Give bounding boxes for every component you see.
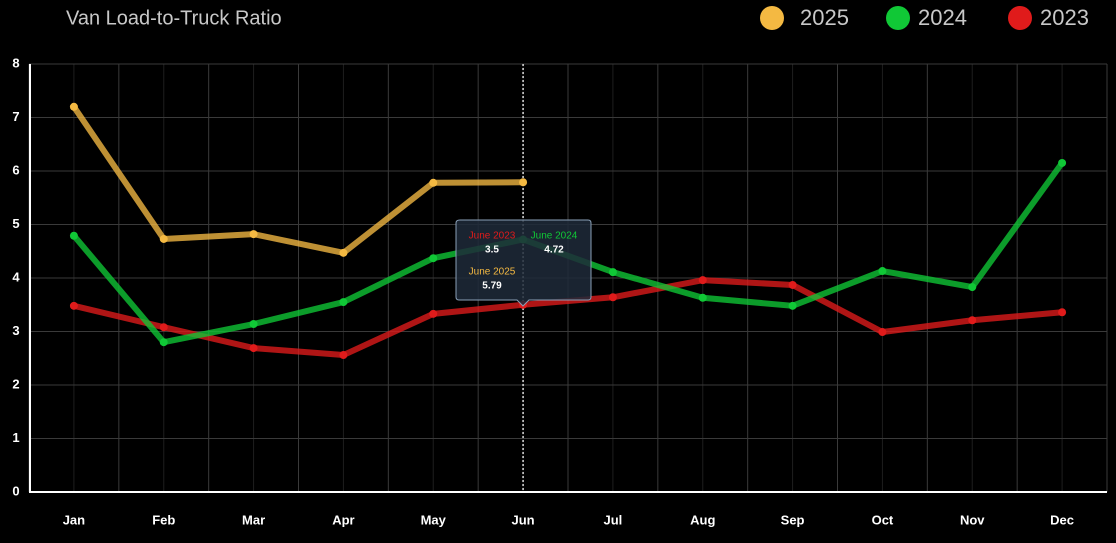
x-tick-label: Aug <box>690 512 715 527</box>
point <box>698 293 707 302</box>
point <box>69 231 78 240</box>
y-tick-label: 5 <box>12 216 19 231</box>
point <box>698 276 707 285</box>
tooltip-value: 3.5 <box>485 245 499 256</box>
x-tick-label: Mar <box>242 512 265 527</box>
x-tick-label: Nov <box>960 512 985 527</box>
y-tick-label: 4 <box>12 269 20 284</box>
point <box>788 301 797 310</box>
point <box>788 280 797 289</box>
x-tick-label: Jan <box>63 512 85 527</box>
point <box>968 316 977 325</box>
point <box>339 248 348 257</box>
point <box>1058 308 1067 317</box>
legend-swatch <box>886 6 910 30</box>
legend-label: 2025 <box>800 5 849 30</box>
series-line <box>71 105 524 256</box>
point <box>1058 158 1067 167</box>
point <box>878 267 887 276</box>
chart-title: Van Load-to-Truck Ratio <box>66 7 282 29</box>
x-tick-label: Jun <box>512 512 535 527</box>
tooltip-label: June 2025 <box>469 267 516 278</box>
x-tick-label: Feb <box>152 512 175 527</box>
tooltip: June 2025 5.79 June 2024 4.72 June 2023 3.5 <box>455 219 592 307</box>
x-tick-label: Oct <box>872 512 894 527</box>
point <box>69 301 78 310</box>
point <box>519 178 528 187</box>
tooltip-label: June 2024 <box>531 231 578 242</box>
tooltip-box <box>455 219 592 307</box>
legend-swatch <box>1008 6 1032 30</box>
point <box>249 320 258 329</box>
point <box>429 254 438 263</box>
point <box>608 268 617 277</box>
legend-label: 2023 <box>1040 5 1089 30</box>
point <box>69 102 78 111</box>
point <box>159 234 168 243</box>
y-tick-label: 8 <box>12 55 19 70</box>
point <box>339 298 348 307</box>
x-tick-label: Apr <box>332 512 354 527</box>
legend-label: 2024 <box>918 5 967 30</box>
point <box>429 309 438 318</box>
y-tick-label: 6 <box>12 162 19 177</box>
x-tick-label: Jul <box>604 512 623 527</box>
point <box>429 178 438 187</box>
point <box>249 344 258 353</box>
y-tick-label: 1 <box>12 430 19 445</box>
legend-swatch <box>760 6 784 30</box>
y-tick-label: 0 <box>12 483 19 498</box>
point <box>249 230 258 239</box>
point <box>159 323 168 332</box>
x-tick-label: May <box>421 512 447 527</box>
tooltip-value: 4.72 <box>544 245 564 256</box>
tooltip-label: June 2023 <box>469 231 516 242</box>
point <box>159 338 168 347</box>
point <box>878 328 887 337</box>
point <box>339 351 348 360</box>
y-tick-label: 2 <box>12 376 19 391</box>
x-tick-label: Dec <box>1050 512 1074 527</box>
point <box>968 283 977 292</box>
y-tick-label: 3 <box>12 323 19 338</box>
y-tick-label: 7 <box>12 109 19 124</box>
tooltip-value: 5.79 <box>482 281 502 292</box>
x-tick-label: Sep <box>781 512 805 527</box>
point <box>608 293 617 302</box>
series-line <box>73 277 1063 359</box>
